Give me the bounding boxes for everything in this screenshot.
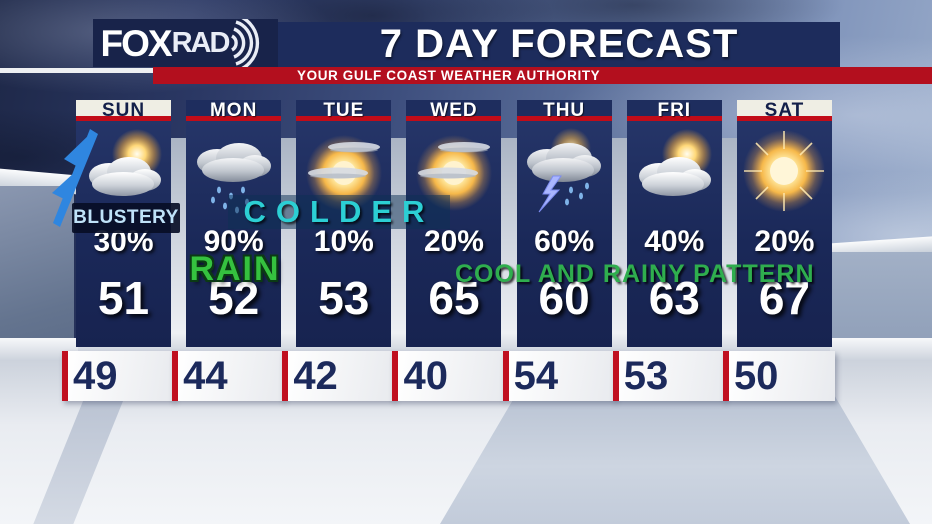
- day-label: THU: [516, 100, 612, 121]
- annotation-cool-rainy: COOL AND RAINY PATTERN: [455, 260, 815, 288]
- day-column-wed: WED 20% 65: [392, 100, 505, 406]
- low-temp: 42: [293, 354, 338, 398]
- thunderstorms-icon: [517, 125, 612, 219]
- low-temp: 44: [183, 354, 228, 398]
- precip-chance: 20%: [754, 225, 815, 258]
- day-label: SAT: [736, 100, 832, 121]
- annotation-colder: COLDER: [228, 195, 450, 229]
- precip-chance: 10%: [313, 225, 374, 258]
- annotation-rain: RAIN: [189, 250, 281, 288]
- station-logo: FOX RAD: [93, 19, 278, 67]
- partly-cloudy-icon: [627, 125, 722, 219]
- low-temp-box: 40: [392, 351, 505, 401]
- low-temp: 54: [513, 354, 559, 398]
- day-panel: 10% 53: [296, 121, 392, 347]
- day-panel: 90% 52: [186, 121, 282, 347]
- logo-rad-text: RAD: [171, 26, 231, 59]
- day-panel: 20% 65: [406, 121, 502, 347]
- low-temp-box: 42: [282, 351, 395, 401]
- day-panel: 40% 63: [626, 121, 722, 347]
- high-temp: 67: [758, 272, 811, 324]
- sunny-icon: [737, 125, 832, 219]
- high-temp: 60: [538, 272, 590, 324]
- precip-chance: 20%: [423, 225, 484, 258]
- day-label: SUN: [76, 100, 171, 121]
- forecast-columns: SUN 30% 5: [52, 100, 835, 406]
- low-temp-box: 53: [612, 351, 725, 401]
- high-temp: 53: [318, 272, 370, 324]
- high-temp: 65: [428, 272, 480, 324]
- day-column-thu: THU: [502, 100, 615, 406]
- high-temp: 52: [208, 272, 260, 324]
- day-panel: 20% 67: [736, 121, 832, 347]
- low-temp: 40: [403, 354, 448, 398]
- subtitle-text: YOUR GULF COAST WEATHER AUTHORITY: [297, 68, 601, 83]
- mostly-sunny-icon: [406, 125, 501, 219]
- day-column-sat: SAT 20% 67: [722, 100, 835, 406]
- radar-waves-icon: [231, 19, 260, 67]
- day-label: FRI: [626, 100, 722, 121]
- page-title: 7 DAY FORECAST: [379, 22, 739, 66]
- day-panel: 60% 60: [516, 121, 612, 347]
- day-panel: 30% 51: [52, 121, 171, 347]
- low-temp-box: 49: [62, 351, 174, 401]
- low-temp: 50: [733, 354, 779, 398]
- subtitle-banner: [153, 67, 932, 84]
- low-temp-box: 44: [172, 351, 285, 401]
- precip-chance: 40%: [644, 225, 705, 258]
- low-temp-box: 54: [502, 351, 615, 401]
- wind-flag-icon: [52, 129, 98, 227]
- day-column-fri: FRI 40% 6: [612, 100, 725, 406]
- precip-chance: 90%: [203, 225, 264, 258]
- title-bar: 7 DAY FORECAST: [278, 22, 840, 67]
- mostly-sunny-icon: [296, 125, 391, 219]
- logo-fox-text: FOX: [100, 22, 173, 64]
- partly-cloudy-icon: [76, 125, 171, 219]
- annotation-blustery: BLUSTERY: [72, 203, 180, 233]
- precip-chance: 60%: [534, 225, 595, 258]
- high-temp: 51: [97, 272, 150, 324]
- low-temp: 49: [73, 354, 118, 398]
- high-temp: 63: [648, 272, 700, 324]
- low-temp: 53: [623, 354, 669, 398]
- day-label: WED: [406, 100, 502, 121]
- header-white-stripe: [0, 68, 153, 73]
- day-label: TUE: [296, 100, 392, 121]
- day-column-sun: SUN 30% 5: [52, 100, 174, 406]
- day-column-mon: MON: [172, 100, 285, 406]
- day-label: MON: [186, 100, 282, 121]
- day-column-tue: TUE 10% 53: [282, 100, 395, 406]
- studio-floor-channel: [440, 380, 910, 524]
- low-temp-box: 50: [722, 351, 835, 401]
